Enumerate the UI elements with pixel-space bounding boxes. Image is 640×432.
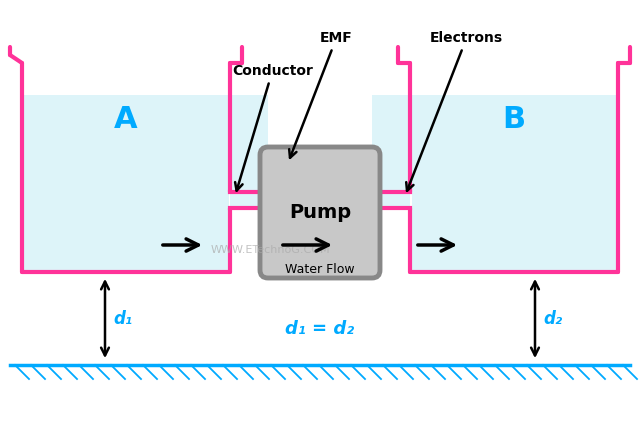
Text: Conductor: Conductor	[232, 64, 313, 191]
Text: d₁: d₁	[113, 309, 132, 327]
Text: WWW.ETechnoG.COM: WWW.ETechnoG.COM	[210, 245, 330, 255]
Text: Electrons: Electrons	[406, 31, 503, 191]
Text: EMF: EMF	[289, 31, 353, 158]
Bar	[372, 192, 410, 208]
FancyBboxPatch shape	[260, 147, 380, 278]
Bar	[372, 95, 410, 192]
Bar	[230, 95, 268, 192]
Bar	[24, 95, 228, 272]
Text: A: A	[114, 105, 138, 134]
Text: Water Flow: Water Flow	[285, 263, 355, 276]
Bar	[412, 95, 616, 272]
Text: Pump: Pump	[289, 203, 351, 222]
Text: d₁ = d₂: d₁ = d₂	[285, 320, 355, 337]
Text: B: B	[502, 105, 525, 134]
Text: d₂: d₂	[543, 309, 562, 327]
Bar	[230, 192, 268, 208]
